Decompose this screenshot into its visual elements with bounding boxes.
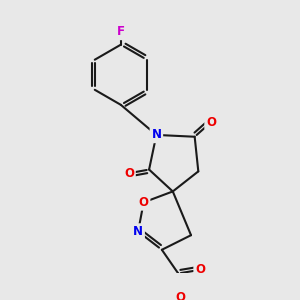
Text: N: N xyxy=(152,128,161,141)
Text: F: F xyxy=(117,26,125,38)
Text: O: O xyxy=(195,263,205,276)
Text: N: N xyxy=(133,225,143,238)
Text: O: O xyxy=(206,116,216,129)
Text: O: O xyxy=(139,196,148,209)
Text: O: O xyxy=(175,291,185,300)
Text: O: O xyxy=(124,167,134,180)
